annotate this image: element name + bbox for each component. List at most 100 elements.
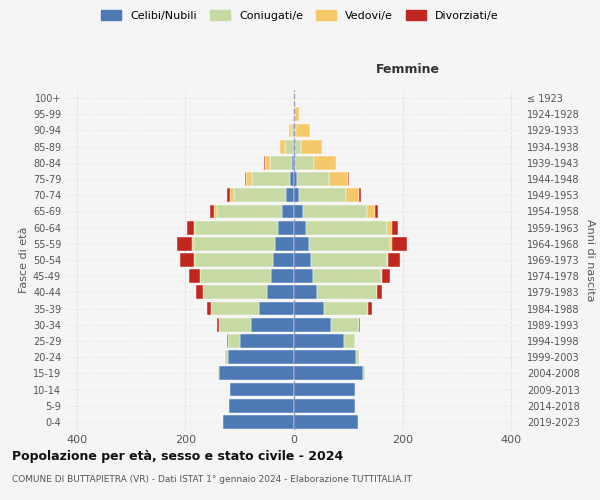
Bar — [297, 172, 329, 186]
Bar — [377, 286, 382, 300]
Bar — [193, 237, 194, 250]
Y-axis label: Anni di nascita: Anni di nascita — [585, 218, 595, 301]
Bar — [368, 302, 371, 316]
Bar — [314, 156, 336, 170]
Bar — [240, 334, 294, 348]
Bar — [294, 382, 355, 396]
Bar — [294, 302, 324, 316]
Bar — [295, 108, 299, 121]
Bar — [294, 318, 331, 332]
Bar — [381, 270, 382, 283]
Bar — [294, 124, 296, 138]
Bar — [294, 237, 309, 250]
Bar — [324, 302, 368, 316]
Bar — [194, 220, 195, 234]
Bar — [311, 253, 388, 267]
Bar — [187, 220, 194, 234]
Bar — [188, 270, 200, 283]
Bar — [294, 220, 306, 234]
Bar — [280, 140, 285, 153]
Bar — [286, 188, 294, 202]
Bar — [346, 188, 359, 202]
Bar — [228, 350, 294, 364]
Bar — [309, 237, 389, 250]
Bar — [292, 156, 294, 170]
Bar — [299, 188, 346, 202]
Bar — [291, 124, 293, 138]
Bar — [210, 204, 214, 218]
Bar — [230, 188, 234, 202]
Bar — [301, 140, 322, 153]
Bar — [214, 204, 217, 218]
Bar — [217, 318, 219, 332]
Bar — [289, 124, 291, 138]
Bar — [294, 172, 297, 186]
Bar — [359, 188, 361, 202]
Bar — [294, 286, 317, 300]
Bar — [177, 237, 193, 250]
Bar — [382, 270, 390, 283]
Bar — [206, 302, 211, 316]
Bar — [302, 204, 367, 218]
Bar — [392, 220, 398, 234]
Bar — [195, 220, 278, 234]
Bar — [219, 318, 251, 332]
Bar — [218, 366, 219, 380]
Bar — [217, 204, 282, 218]
Bar — [375, 204, 378, 218]
Bar — [225, 350, 228, 364]
Bar — [229, 399, 294, 412]
Bar — [227, 334, 228, 348]
Bar — [245, 172, 246, 186]
Bar — [344, 334, 355, 348]
Bar — [259, 302, 294, 316]
Bar — [275, 237, 294, 250]
Text: Popolazione per età, sesso e stato civile - 2024: Popolazione per età, sesso e stato civil… — [12, 450, 343, 463]
Bar — [267, 286, 294, 300]
Bar — [278, 220, 294, 234]
Bar — [294, 270, 313, 283]
Bar — [294, 399, 355, 412]
Bar — [388, 253, 400, 267]
Bar — [285, 140, 293, 153]
Bar — [294, 253, 311, 267]
Bar — [294, 334, 344, 348]
Legend: Celibi/Nubili, Coniugati/e, Vedovi/e, Divorziati/e: Celibi/Nubili, Coniugati/e, Vedovi/e, Di… — [97, 6, 503, 25]
Bar — [230, 382, 294, 396]
Bar — [271, 270, 294, 283]
Bar — [294, 366, 364, 380]
Bar — [265, 156, 270, 170]
Bar — [180, 253, 194, 267]
Bar — [251, 318, 294, 332]
Bar — [223, 415, 294, 429]
Bar — [356, 350, 359, 364]
Bar — [367, 204, 375, 218]
Bar — [296, 124, 310, 138]
Bar — [228, 334, 240, 348]
Bar — [294, 188, 299, 202]
Bar — [194, 253, 274, 267]
Bar — [388, 220, 392, 234]
Bar — [194, 237, 275, 250]
Bar — [317, 286, 377, 300]
Bar — [294, 415, 358, 429]
Bar — [294, 91, 295, 105]
Bar — [234, 188, 286, 202]
Bar — [203, 286, 267, 300]
Bar — [219, 366, 294, 380]
Bar — [200, 270, 271, 283]
Bar — [270, 156, 292, 170]
Bar — [294, 156, 295, 170]
Bar — [282, 204, 294, 218]
Bar — [306, 220, 388, 234]
Bar — [392, 237, 407, 250]
Bar — [294, 350, 356, 364]
Bar — [290, 172, 294, 186]
Bar — [389, 237, 392, 250]
Bar — [295, 140, 301, 153]
Bar — [251, 172, 290, 186]
Text: COMUNE DI BUTTAPIETRA (VR) - Dati ISTAT 1° gennaio 2024 - Elaborazione TUTTITALI: COMUNE DI BUTTAPIETRA (VR) - Dati ISTAT … — [12, 475, 412, 484]
Bar — [359, 318, 360, 332]
Bar — [211, 302, 259, 316]
Bar — [364, 366, 365, 380]
